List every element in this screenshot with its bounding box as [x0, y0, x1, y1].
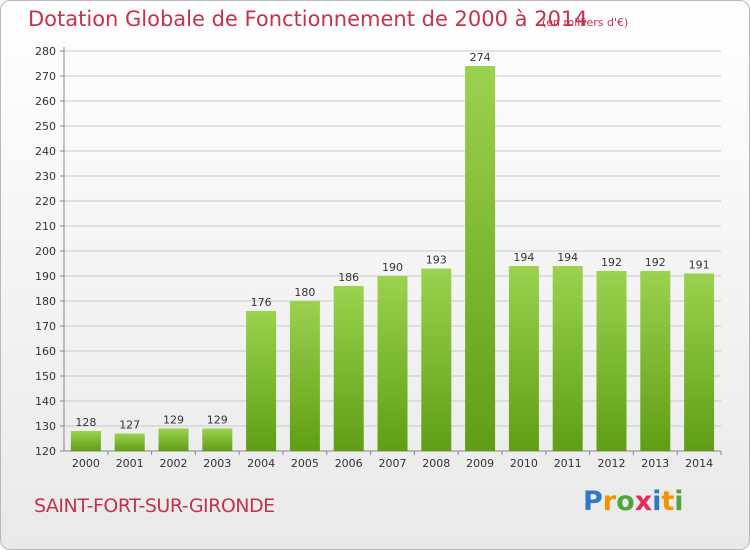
data-label: 192: [645, 256, 666, 269]
y-tick-label: 230: [35, 170, 56, 183]
bars: [70, 66, 715, 451]
bar-2003: [202, 428, 233, 451]
data-label: 176: [251, 296, 272, 309]
data-label: 190: [382, 261, 403, 274]
bar-2010: [508, 266, 539, 451]
data-label: 127: [119, 419, 140, 432]
data-label: 194: [557, 251, 578, 264]
data-label: 129: [207, 414, 228, 427]
data-label: 274: [470, 51, 491, 64]
data-label: 128: [75, 416, 96, 429]
data-label: 193: [426, 254, 447, 267]
x-tick-label: 2006: [335, 457, 363, 470]
bar-2000: [70, 431, 101, 451]
x-tick-label: 2003: [203, 457, 231, 470]
proxiti-logo[interactable]: Proxiti: [583, 486, 684, 517]
bar-2009: [465, 66, 496, 451]
logo-letter: x: [634, 486, 653, 517]
y-tick-label: 210: [35, 220, 56, 233]
y-tick-label: 190: [35, 270, 56, 283]
bar-2004: [246, 311, 277, 451]
data-label: 129: [163, 414, 184, 427]
x-tick-label: 2013: [641, 457, 669, 470]
bar-2012: [596, 271, 627, 451]
bar-2005: [289, 301, 320, 451]
x-tick-label: 2011: [554, 457, 582, 470]
x-tick-label: 2009: [466, 457, 494, 470]
y-tick-label: 270: [35, 70, 56, 83]
bar-2006: [333, 286, 364, 451]
x-tick-label: 2004: [247, 457, 275, 470]
logo-letter: r: [602, 486, 617, 517]
y-tick-label: 130: [35, 420, 56, 433]
logo-letter: o: [616, 486, 635, 517]
y-tick-label: 260: [35, 95, 56, 108]
x-tick-label: 2010: [510, 457, 538, 470]
logo-letter: P: [583, 486, 603, 517]
bar-2013: [640, 271, 671, 451]
y-tick-label: 170: [35, 320, 56, 333]
y-tick-label: 250: [35, 120, 56, 133]
data-label: 192: [601, 256, 622, 269]
x-tick-label: 2008: [422, 457, 450, 470]
x-tick-label: 2001: [116, 457, 144, 470]
commune-name: SAINT-FORT-SUR-GIRONDE: [34, 495, 275, 517]
x-tick-label: 2007: [379, 457, 407, 470]
data-label: 191: [689, 259, 710, 272]
chart-subtitle: (en milliers d'€): [542, 16, 629, 29]
y-tick-label: 240: [35, 145, 56, 158]
bar-2011: [552, 266, 583, 451]
data-label: 186: [338, 271, 359, 284]
bar-2001: [114, 433, 145, 451]
y-tick-label: 220: [35, 195, 56, 208]
y-tick-label: 160: [35, 345, 56, 358]
bar-2002: [158, 428, 189, 451]
y-tick-label: 180: [35, 295, 56, 308]
x-tick-label: 2014: [685, 457, 713, 470]
logo-letter: i: [674, 486, 684, 517]
axes: 120 130 140 150 160 170 180 190 200 210 220 230 240 2…: [35, 45, 722, 470]
x-tick-label: 2012: [598, 457, 626, 470]
logo-letter: t: [661, 486, 675, 517]
bar-2014: [684, 273, 715, 451]
y-tick-label: 150: [35, 370, 56, 383]
data-label: 180: [294, 286, 315, 299]
data-labels: 128 127 129 129 176 180 186 190 193 274 194 194 192 1…: [75, 51, 709, 432]
x-tick-label: 2000: [72, 457, 100, 470]
y-tick-label: 120: [35, 445, 56, 458]
y-tick-label: 200: [35, 245, 56, 258]
bar-2008: [421, 268, 452, 451]
logo-letter: i: [652, 486, 662, 517]
chart-title: Dotation Globale de Fonctionnement de 20…: [28, 7, 588, 31]
data-label: 194: [513, 251, 534, 264]
x-tick-label: 2002: [160, 457, 188, 470]
y-tick-label: 140: [35, 395, 56, 408]
x-tick-label: 2005: [291, 457, 319, 470]
bar-2007: [377, 276, 408, 451]
y-tick-label: 280: [35, 45, 56, 58]
